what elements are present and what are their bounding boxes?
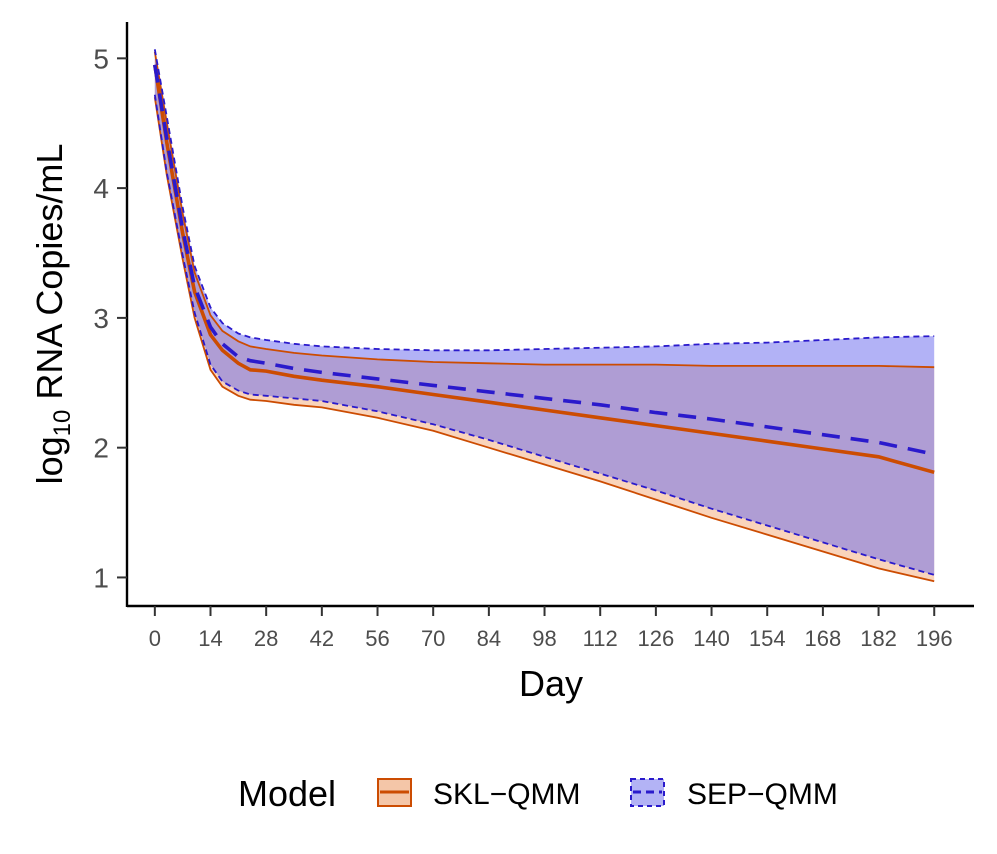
legend-key-skl — [377, 778, 412, 807]
band-upper-skl — [153, 51, 935, 369]
y-tick-label: 5 — [93, 43, 109, 74]
legend: Model SKL−QMM SEP−QMM — [238, 773, 838, 814]
x-tick-label: 42 — [310, 626, 334, 651]
x-tick-label: 154 — [749, 626, 786, 651]
x-axis-ticks: 0 14 28 42 56 70 84 98 112 126 140 154 168 182 196 — [149, 606, 953, 651]
series-lines — [153, 49, 935, 583]
x-tick-label: 84 — [477, 626, 501, 651]
legend-label-sep: SEP−QMM — [687, 778, 838, 811]
x-tick-label: 98 — [532, 626, 556, 651]
y-tick-label: 4 — [93, 173, 109, 204]
band-lower-skl — [153, 97, 935, 583]
x-tick-label: 28 — [254, 626, 278, 651]
x-tick-label: 196 — [916, 626, 953, 651]
y-axis-ticks: 1 2 3 4 5 — [93, 43, 127, 593]
band-lower-sep — [153, 94, 935, 576]
x-tick-label: 14 — [198, 626, 222, 651]
y-axis-title-subscript: 10 — [49, 410, 76, 437]
x-tick-label: 182 — [860, 626, 897, 651]
legend-label-skl: SKL−QMM — [433, 778, 581, 811]
x-tick-label: 140 — [693, 626, 730, 651]
y-axis-title-rest: RNA Copies/mL — [29, 144, 70, 410]
mean-line-sep — [153, 64, 935, 456]
y-axis-title-main: log — [29, 436, 70, 484]
x-tick-label: 56 — [365, 626, 389, 651]
legend-title: Model — [238, 773, 336, 814]
confidence-bands — [154, 49, 935, 582]
x-tick-label: 112 — [583, 626, 618, 651]
mean-line-skl — [153, 64, 935, 475]
y-axis-title: log10 RNA Copies/mL — [29, 144, 76, 485]
x-axis-title: Day — [519, 663, 583, 704]
y-tick-label: 2 — [93, 433, 109, 464]
band-upper-sep — [153, 49, 935, 352]
x-tick-label: 70 — [421, 626, 445, 651]
y-tick-label: 1 — [93, 562, 109, 593]
x-tick-label: 0 — [149, 626, 161, 651]
y-tick-label: 3 — [93, 303, 109, 334]
x-tick-label: 168 — [805, 626, 842, 651]
legend-key-sep — [630, 778, 665, 807]
x-tick-label: 126 — [638, 626, 675, 651]
band-sep — [154, 49, 935, 575]
